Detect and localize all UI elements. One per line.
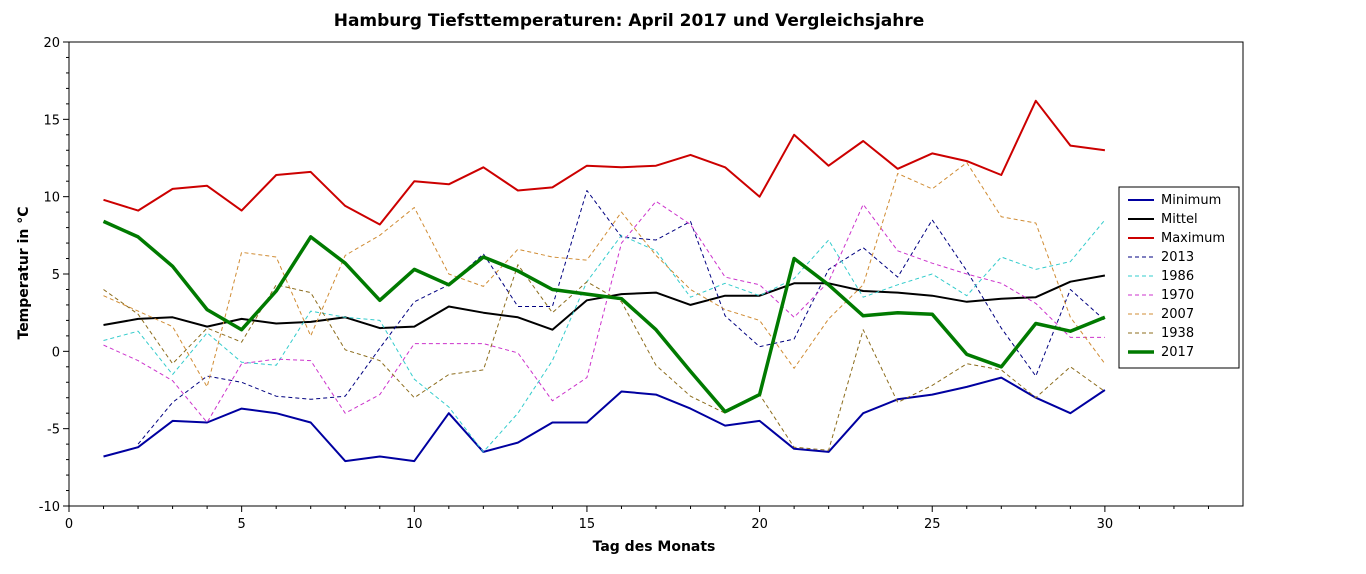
legend-label: 1970 bbox=[1161, 288, 1194, 303]
x-tick-label: 10 bbox=[406, 517, 423, 532]
x-tick-label: 30 bbox=[1097, 517, 1114, 532]
series-line-2013 bbox=[137, 190, 1106, 445]
legend-label: 2013 bbox=[1161, 250, 1194, 265]
y-tick-label: 15 bbox=[43, 113, 60, 128]
series-line-2017 bbox=[102, 219, 1106, 414]
series-line-minimum bbox=[103, 376, 1106, 463]
legend: Minimum Mittel Maximum 2013 1986 1970 2007 1938… bbox=[1118, 186, 1240, 369]
x-tick-label: 5 bbox=[238, 517, 246, 532]
y-tick-label: 0 bbox=[52, 345, 60, 360]
legend-label: Mittel bbox=[1161, 212, 1198, 227]
series-line-1938 bbox=[103, 264, 1106, 451]
series-group bbox=[102, 99, 1106, 463]
series-line-2007 bbox=[103, 162, 1106, 388]
y-tick-label: 20 bbox=[43, 36, 60, 51]
series-line-maximum bbox=[103, 99, 1106, 226]
y-axis-label: Temperatur in °C bbox=[16, 207, 32, 340]
y-tick-label: 10 bbox=[43, 191, 60, 206]
x-axis-label: Tag des Monats bbox=[593, 539, 716, 555]
chart-title: Hamburg Tiefsttemperaturen: April 2017 u… bbox=[334, 11, 925, 31]
x-tick-label: 25 bbox=[924, 517, 941, 532]
legend-label: 2017 bbox=[1161, 345, 1194, 360]
y-tick-label: -10 bbox=[39, 500, 60, 515]
x-tick-label: 0 bbox=[65, 517, 73, 532]
legend-box bbox=[1118, 186, 1240, 369]
legend-label: 1938 bbox=[1161, 326, 1194, 341]
legend-label: 1986 bbox=[1161, 269, 1194, 284]
series-line-1986 bbox=[103, 219, 1106, 453]
x-tick-label: 20 bbox=[751, 517, 768, 532]
axes: -10 -5 0 5 10 15 20 0 5 10 15 20 25 30 bbox=[39, 36, 1209, 532]
x-tick-label: 15 bbox=[579, 517, 596, 532]
legend-label: Maximum bbox=[1161, 231, 1225, 246]
legend-label: Minimum bbox=[1161, 193, 1221, 208]
y-tick-label: 5 bbox=[52, 268, 60, 283]
y-tick-label: -5 bbox=[47, 423, 60, 438]
plot-frame bbox=[68, 41, 1244, 507]
series-line-1970 bbox=[103, 200, 1105, 423]
legend-label: 2007 bbox=[1161, 307, 1194, 322]
